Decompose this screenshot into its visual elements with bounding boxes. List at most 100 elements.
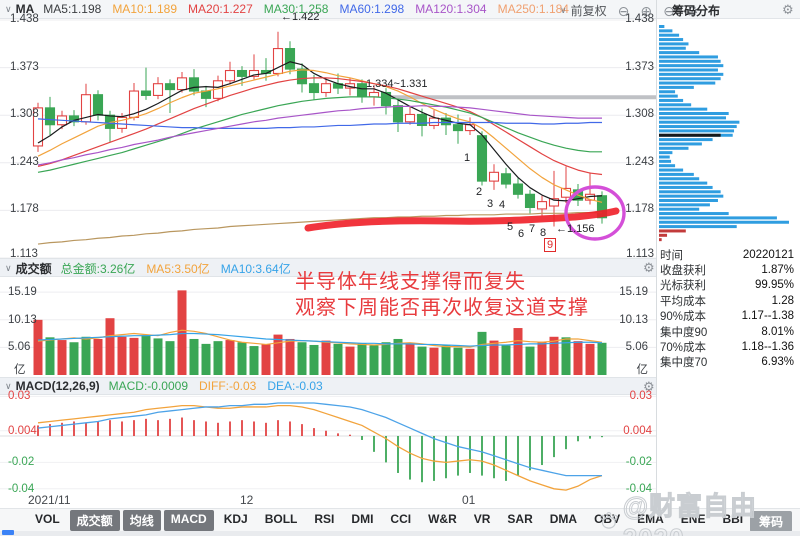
ma-legend-item: MA5:1.198	[43, 2, 102, 16]
volume-gear-icon[interactable]: ⚙	[643, 260, 655, 275]
watermark: @财富自由2020	[598, 486, 800, 536]
chip-stat-value: 99.95%	[754, 279, 794, 292]
chart-marker: ←1.422	[281, 11, 320, 23]
gear-icon[interactable]: ⚙	[685, 2, 699, 19]
main-y-label: 1.438	[625, 13, 654, 25]
volume-ma-lines	[37, 329, 603, 348]
ma-legend-item: MA30:1.258	[263, 2, 329, 16]
chip-stat-row: 平均成本 1.28	[660, 293, 794, 308]
main-y-label: 1.178	[10, 203, 39, 216]
zoom-controls: ⊖ ⊕ ⊖	[607, 4, 675, 18]
volume-y-label: 10.13	[619, 313, 648, 326]
ma-legend-item: MA10:1.189	[112, 2, 178, 16]
macd-legend-item: DIFF:-0.03	[199, 379, 257, 393]
chevron-down-icon[interactable]: ∨	[560, 5, 567, 15]
volume-unit-label: 亿	[14, 364, 26, 376]
tab-indicator-[interactable]: 成交额	[69, 509, 120, 531]
chip-stat-label: 平均成本	[660, 295, 706, 308]
tab-indicator-[interactable]: 均线	[122, 509, 161, 531]
x-axis-label: 12	[240, 493, 254, 507]
chip-stat-row: 70%成本 1.18--1.36	[660, 339, 794, 354]
macd-y-label: 0.03	[629, 390, 652, 403]
ma-line-ma60	[37, 118, 602, 129]
volume-y-label: 15.19	[8, 286, 37, 299]
shrink-icon[interactable]: ⊖	[663, 2, 675, 19]
chip-stat-label: 90%成本	[660, 311, 707, 324]
highlight-circle-annotation	[564, 185, 626, 241]
tab-chip-distribution[interactable]: 筹码	[749, 511, 792, 532]
tab-indicator-ene[interactable]: ENE	[680, 511, 706, 526]
macd-panel-title: MACD(12,26,9)	[15, 379, 100, 393]
tab-indicator-vr[interactable]: VR	[473, 511, 491, 526]
tab-indicator-sar[interactable]: SAR	[507, 511, 533, 526]
macd-histogram	[37, 417, 603, 483]
x-axis-label: 01	[462, 493, 476, 507]
tab-indicator-bbi[interactable]: BBI	[722, 511, 744, 526]
zoom-out-icon[interactable]: ⊖	[617, 2, 630, 19]
tab-indicator-obv[interactable]: OBV	[594, 511, 621, 526]
chip-stat-label: 集中度90	[660, 326, 708, 339]
macd-y-label: -0.04	[625, 482, 652, 495]
indicator-toolbar: VOL 成交额 均线 MACD KDJ BOLL RSI DMI CCI W&R VR SAR DMA O…	[0, 508, 800, 531]
analyst-note-line1: 半导体年线支撑得而复失	[295, 271, 526, 293]
volume-panel-title: 成交额	[15, 262, 52, 276]
chart-marker: 4	[499, 199, 506, 211]
volume-unit-label: 亿	[636, 364, 649, 376]
ma-line-ma5	[37, 61, 603, 202]
macd-legend-item: DEA:-0.03	[267, 379, 323, 393]
collapse-chevron-icon[interactable]: ∨	[5, 263, 12, 273]
volume-legend: 总金额:3.26亿 MA5:3.50亿 MA10:3.64亿	[61, 260, 302, 277]
adjust-mode-button[interactable]: 前复权	[570, 4, 607, 18]
tab-indicator-vol[interactable]: VOL	[35, 511, 60, 526]
chip-stat-label: 收盘获利	[660, 265, 706, 278]
paw-icon	[599, 512, 618, 529]
macd-y-label: -0.02	[625, 456, 652, 469]
chip-stat-value: 1.87%	[761, 264, 794, 277]
tab-indicator-ema[interactable]: EMA	[637, 511, 664, 526]
main-y-label: 1.243	[10, 155, 39, 168]
chip-stat-row: 集中度90 8.01%	[660, 324, 794, 339]
main-y-label: 1.178	[625, 203, 654, 216]
chart-marker: 1.334~1.331	[366, 78, 428, 90]
tab-indicator-dma[interactable]: DMA	[549, 511, 578, 526]
bottom-strip	[0, 531, 800, 536]
tab-indicator-boll[interactable]: BOLL	[264, 511, 298, 526]
ma-line-ma10	[37, 69, 603, 203]
macd-y-label: 0.004	[623, 424, 652, 437]
volume-legend-item: MA10:3.64亿	[220, 262, 291, 276]
chip-stat-label: 时间	[660, 249, 683, 262]
collapse-chevron-icon[interactable]: ∨	[5, 3, 12, 14]
main-chart-header	[0, 0, 800, 19]
chip-stat-row: 收盘获利 1.87%	[660, 262, 794, 277]
watermark-text: @财富自由2020	[622, 491, 758, 536]
chart-marker: 5	[507, 221, 514, 233]
chip-stat-label: 集中度70	[660, 357, 708, 370]
chip-gear-icon[interactable]: ⚙	[782, 2, 794, 17]
macd-gear-icon[interactable]: ⚙	[643, 379, 655, 394]
zoom-in-icon[interactable]: ⊕	[640, 2, 653, 19]
ma-legend-item: MA120:1.304	[415, 2, 487, 16]
collapse-chevron-icon[interactable]: ∨	[5, 380, 12, 391]
tab-indicator-kdj[interactable]: KDJ	[223, 511, 248, 526]
main-y-label: 1.113	[626, 248, 654, 260]
tab-indicator-cci[interactable]: CCI	[390, 511, 412, 526]
chart-marker: 7	[529, 223, 536, 235]
volume-bars	[33, 290, 607, 375]
ma-legend-item: MA250:1.184	[497, 2, 569, 16]
macd-y-label: -0.04	[8, 482, 35, 495]
ma-legend-item: MA60:1.298	[339, 2, 405, 16]
tab-indicator-dmi[interactable]: DMI	[351, 511, 374, 526]
chart-marker: 1	[464, 152, 471, 164]
chip-panel-title-row: 筹码分布	[672, 2, 720, 19]
chip-panel-title: 筹码分布	[672, 4, 721, 18]
volume-legend-item: MA5:3.50亿	[146, 262, 210, 276]
macd-lines	[37, 402, 603, 491]
tab-indicator-rsi[interactable]: RSI	[314, 511, 335, 526]
chart-marker: ←1.156	[556, 223, 595, 235]
support-line-annotation	[304, 207, 620, 232]
macd-legend-item: MACD:-0.0009	[108, 379, 188, 393]
tab-indicator-macd[interactable]: MACD	[163, 509, 214, 531]
tab-indicator-wr[interactable]: W&R	[428, 511, 457, 526]
macd-y-label: -0.02	[8, 456, 35, 469]
